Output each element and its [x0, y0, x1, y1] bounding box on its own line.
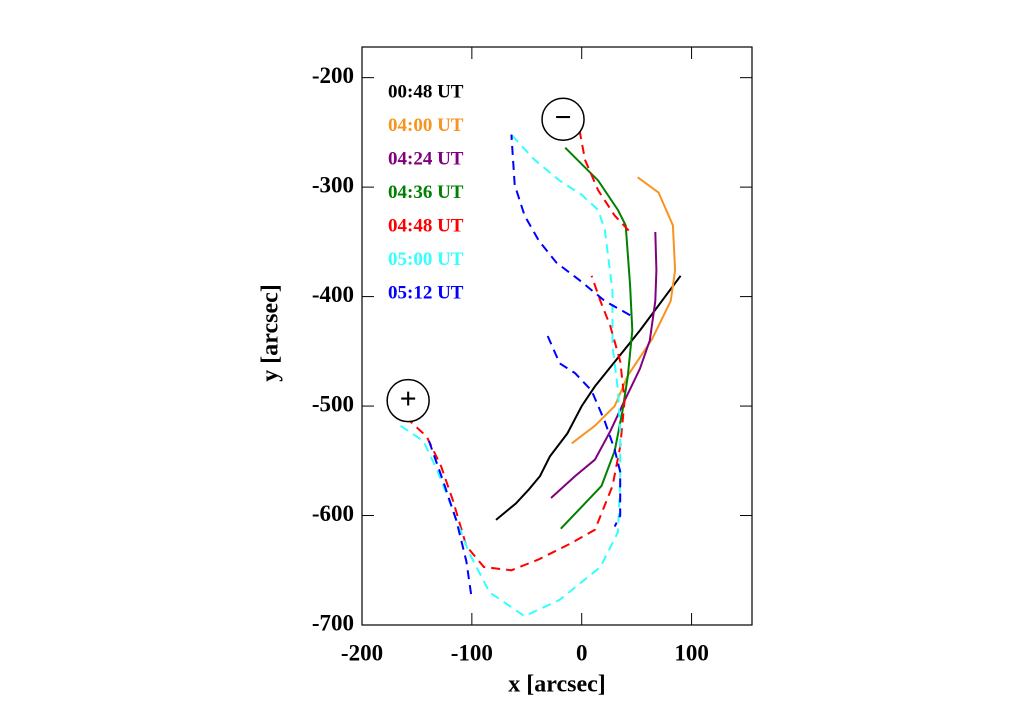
x-tick-label: 100 — [674, 640, 709, 665]
x-tick-label: -100 — [451, 640, 493, 665]
annotation-text: + — [400, 382, 417, 415]
legend-entry: 05:00 UT — [388, 249, 464, 270]
series-line — [550, 231, 658, 499]
series-line — [428, 134, 631, 600]
series-line — [571, 176, 677, 445]
y-tick-label: -300 — [312, 172, 354, 197]
series-line — [495, 275, 682, 521]
legend-entry: 04:24 UT — [388, 148, 464, 169]
annotation-circle — [541, 97, 585, 141]
y-tick-label: -500 — [312, 391, 354, 416]
y-tick-label: -600 — [312, 501, 354, 526]
legend-entry: 04:00 UT — [388, 115, 464, 136]
x-axis-label: x [arcsec] — [508, 672, 606, 698]
series-line — [560, 146, 634, 530]
plot-frame — [361, 46, 753, 626]
legend-entry: 04:48 UT — [388, 215, 464, 236]
x-tick-label: -200 — [341, 640, 383, 665]
series-line — [399, 131, 622, 618]
annotation-circle — [386, 378, 430, 423]
x-tick-label: 0 — [576, 640, 588, 665]
annotation-text: − — [554, 101, 571, 134]
legend-entry: 04:36 UT — [388, 182, 464, 203]
y-axis-label: y [arcsec] — [258, 284, 284, 382]
y-tick-label: -400 — [312, 282, 354, 307]
legend-entry: 00:48 UT — [388, 81, 464, 102]
series-line — [392, 130, 631, 572]
y-tick-label: -700 — [312, 610, 354, 635]
legend-entry: 05:12 UT — [388, 282, 464, 303]
y-tick-label: -200 — [312, 63, 354, 88]
